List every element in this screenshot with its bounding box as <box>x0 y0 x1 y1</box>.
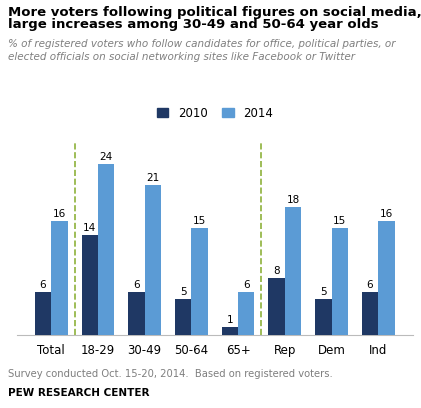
Bar <box>51 221 67 335</box>
Text: 16: 16 <box>380 209 393 219</box>
Text: 6: 6 <box>40 280 46 290</box>
Bar <box>362 292 378 335</box>
Text: 14: 14 <box>83 223 96 233</box>
Bar <box>315 299 331 335</box>
Bar <box>238 292 254 335</box>
Text: large increases among 30-49 and 50-64 year olds: large increases among 30-49 and 50-64 ye… <box>8 18 379 31</box>
Text: More voters following political figures on social media,: More voters following political figures … <box>8 6 421 19</box>
Text: 21: 21 <box>146 173 160 183</box>
Text: 8: 8 <box>273 266 280 276</box>
Bar <box>269 278 285 335</box>
Bar <box>82 235 98 335</box>
Bar <box>192 228 208 335</box>
Text: 5: 5 <box>320 287 327 297</box>
Text: % of registered voters who follow candidates for office, political parties, or
e: % of registered voters who follow candid… <box>8 39 396 62</box>
Bar <box>98 164 114 335</box>
Text: PEW RESEARCH CENTER: PEW RESEARCH CENTER <box>8 388 150 399</box>
Text: 24: 24 <box>99 152 113 162</box>
Text: 18: 18 <box>286 195 300 204</box>
Text: 5: 5 <box>180 287 187 297</box>
Bar <box>35 292 51 335</box>
Text: 6: 6 <box>133 280 140 290</box>
Bar <box>175 299 192 335</box>
Text: 15: 15 <box>193 216 206 226</box>
Text: 15: 15 <box>333 216 346 226</box>
Bar <box>331 228 348 335</box>
Bar <box>128 292 145 335</box>
Bar <box>378 221 394 335</box>
Bar <box>222 328 238 335</box>
Text: 6: 6 <box>243 280 250 290</box>
Bar <box>285 207 301 335</box>
Text: Survey conducted Oct. 15-20, 2014.  Based on registered voters.: Survey conducted Oct. 15-20, 2014. Based… <box>8 369 333 379</box>
Legend: 2010, 2014: 2010, 2014 <box>157 106 273 120</box>
Bar <box>145 185 161 335</box>
Text: 16: 16 <box>53 209 66 219</box>
Text: 6: 6 <box>367 280 373 290</box>
Text: 1: 1 <box>226 315 233 325</box>
